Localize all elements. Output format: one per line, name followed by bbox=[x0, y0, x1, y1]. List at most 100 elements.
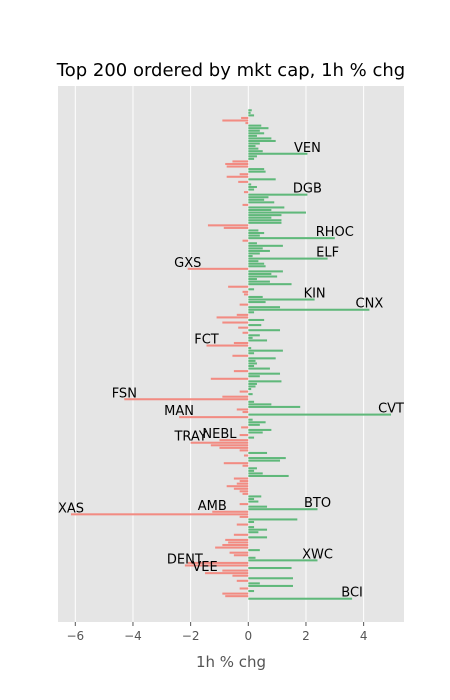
bar bbox=[248, 237, 335, 240]
bar bbox=[248, 518, 298, 521]
bar bbox=[248, 272, 272, 275]
bar bbox=[248, 178, 276, 181]
bar-label: RHOC bbox=[316, 225, 354, 240]
bar bbox=[219, 439, 249, 442]
bar bbox=[248, 198, 265, 201]
bar bbox=[248, 318, 265, 321]
bar-label: VEN bbox=[294, 141, 321, 156]
bar bbox=[225, 595, 249, 598]
bar bbox=[222, 569, 249, 572]
bar bbox=[233, 487, 249, 490]
bar bbox=[248, 495, 262, 498]
x-tick-label: −2 bbox=[182, 629, 200, 643]
bar bbox=[239, 434, 249, 437]
bar bbox=[248, 145, 256, 148]
bar bbox=[248, 234, 260, 237]
bar bbox=[225, 162, 249, 166]
bar bbox=[243, 454, 249, 457]
bar bbox=[226, 175, 249, 178]
bar bbox=[248, 280, 270, 283]
bar bbox=[248, 582, 260, 585]
bar bbox=[248, 505, 268, 508]
bar bbox=[239, 173, 249, 176]
bar bbox=[248, 157, 255, 160]
bar bbox=[236, 523, 249, 526]
bar bbox=[242, 239, 249, 242]
bar bbox=[238, 180, 249, 183]
bar-label: DGB bbox=[293, 182, 322, 197]
bar bbox=[248, 531, 259, 534]
bar bbox=[210, 444, 249, 447]
bar-label: XWC bbox=[302, 547, 333, 562]
bar-label: BTO bbox=[304, 496, 331, 511]
bar bbox=[222, 321, 249, 324]
bar bbox=[239, 490, 249, 493]
bar bbox=[233, 370, 249, 373]
bar bbox=[248, 183, 252, 186]
bar bbox=[248, 459, 281, 462]
bar bbox=[248, 139, 276, 142]
bar-label: FCT bbox=[194, 333, 219, 348]
bar bbox=[233, 341, 249, 345]
bar bbox=[248, 556, 256, 559]
bar bbox=[248, 436, 255, 439]
bar bbox=[248, 324, 262, 327]
bar bbox=[248, 336, 253, 339]
bar bbox=[248, 467, 257, 470]
bar bbox=[248, 306, 281, 309]
bar bbox=[248, 308, 370, 311]
bar bbox=[243, 293, 249, 296]
bar bbox=[248, 367, 270, 370]
bar bbox=[215, 546, 249, 549]
bar bbox=[248, 257, 328, 260]
bar bbox=[248, 193, 308, 196]
bar bbox=[248, 403, 272, 406]
bar bbox=[206, 344, 249, 347]
bar bbox=[248, 457, 286, 460]
bar bbox=[248, 431, 263, 434]
x-tick-label: 0 bbox=[244, 629, 252, 643]
bar bbox=[242, 203, 249, 206]
chart-title: Top 200 ordered by mkt cap, 1h % chg bbox=[56, 60, 405, 81]
bar bbox=[236, 313, 249, 316]
bar bbox=[248, 334, 260, 337]
bar bbox=[233, 477, 249, 480]
bar bbox=[248, 469, 255, 472]
bar-labels: VEN DGB RHOC ELF GXS KIN CNX FCT FSN CVT MAN NEBLTR… bbox=[58, 141, 404, 601]
bar bbox=[241, 426, 249, 429]
bar bbox=[248, 549, 260, 552]
bar bbox=[248, 508, 318, 511]
bar bbox=[248, 352, 255, 355]
bars bbox=[70, 109, 392, 600]
bar bbox=[248, 155, 257, 158]
bar bbox=[248, 393, 253, 396]
bar bbox=[248, 520, 255, 524]
bar bbox=[222, 592, 249, 595]
bar-label: MAN bbox=[164, 404, 194, 419]
bar bbox=[248, 211, 306, 214]
bar bbox=[242, 411, 249, 414]
bar-label: ELF bbox=[316, 246, 339, 261]
bar bbox=[248, 247, 263, 250]
bar bbox=[248, 278, 257, 281]
bar bbox=[228, 541, 249, 544]
bar bbox=[248, 201, 275, 204]
bar bbox=[248, 500, 259, 503]
bar bbox=[248, 413, 392, 416]
bar bbox=[248, 451, 268, 454]
bar bbox=[248, 567, 292, 570]
bar bbox=[248, 196, 269, 199]
bar bbox=[248, 111, 251, 114]
bar bbox=[248, 584, 293, 587]
bar bbox=[238, 326, 249, 329]
x-axis-label: 1h % chg bbox=[196, 653, 266, 671]
bar bbox=[248, 114, 255, 117]
bar bbox=[248, 188, 255, 191]
bar bbox=[248, 357, 276, 360]
bar bbox=[232, 354, 249, 357]
x-tick-label: 2 bbox=[302, 629, 310, 643]
bar bbox=[248, 216, 272, 219]
bar bbox=[248, 295, 263, 298]
bar bbox=[248, 249, 270, 252]
